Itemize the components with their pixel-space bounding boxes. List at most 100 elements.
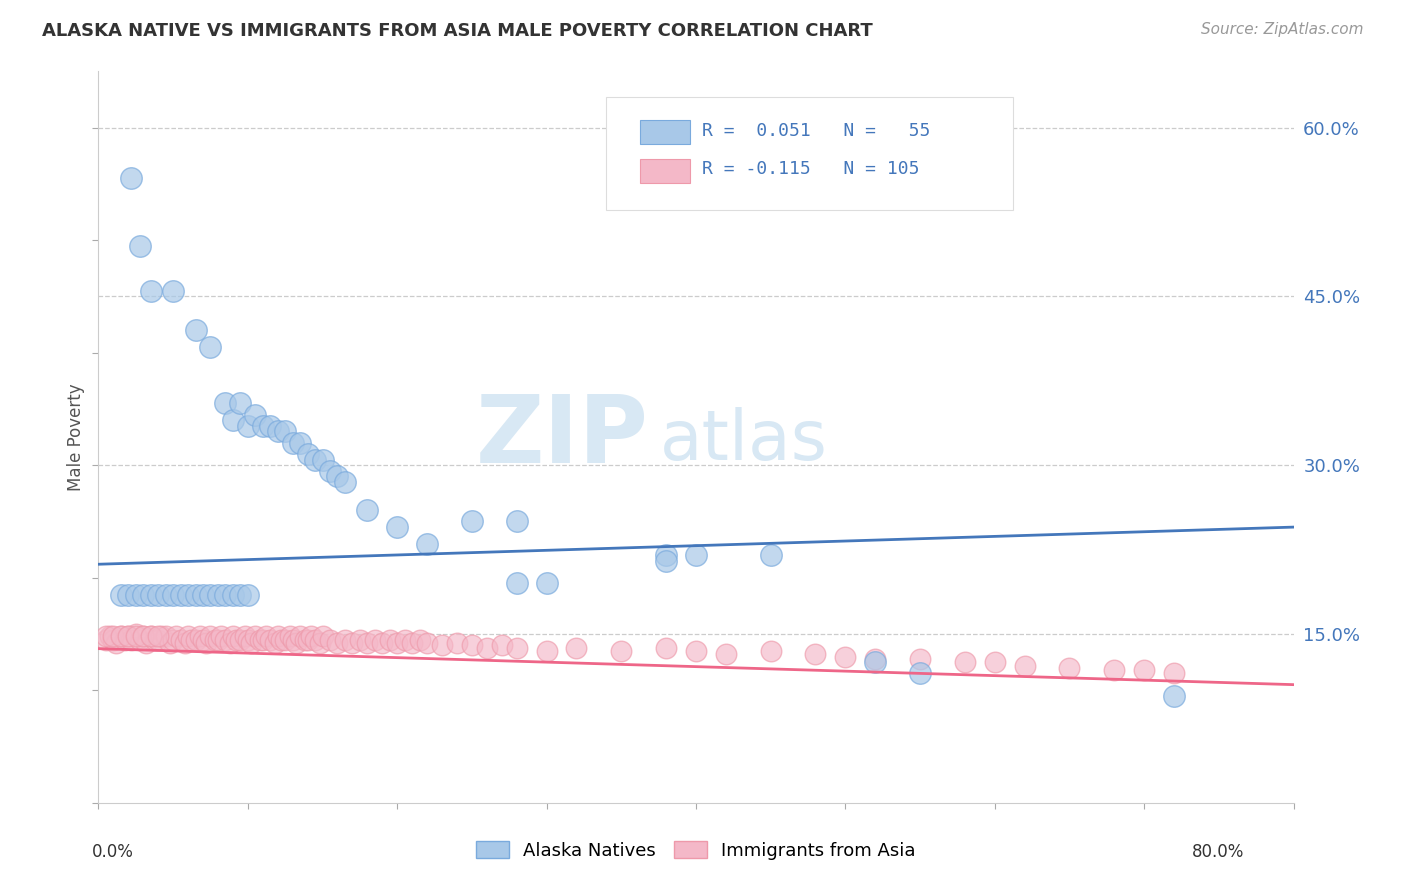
Point — [129, 632, 152, 647]
Point — [1163, 666, 1185, 681]
Point — [165, 629, 187, 643]
Point — [284, 636, 307, 650]
Point — [139, 284, 162, 298]
Point — [200, 629, 222, 643]
Point — [311, 452, 333, 467]
Point — [416, 636, 439, 650]
Point — [430, 638, 453, 652]
Point — [184, 632, 207, 647]
Text: Source: ZipAtlas.com: Source: ZipAtlas.com — [1201, 22, 1364, 37]
Point — [195, 636, 218, 650]
Point — [254, 629, 277, 643]
Point — [117, 629, 139, 643]
Point — [297, 632, 319, 647]
Point — [252, 632, 274, 647]
Point — [236, 418, 259, 433]
Point — [245, 629, 267, 643]
Point — [278, 629, 301, 643]
Point — [219, 636, 242, 650]
Point — [177, 629, 200, 643]
Point — [385, 636, 409, 650]
Point — [865, 652, 887, 666]
Point — [1104, 663, 1126, 677]
Point — [214, 588, 236, 602]
Point — [229, 588, 252, 602]
Point — [225, 632, 247, 647]
Point — [506, 640, 529, 655]
Point — [162, 632, 184, 647]
Point — [94, 632, 117, 647]
Point — [565, 640, 588, 655]
Point — [155, 588, 177, 602]
Point — [1133, 663, 1156, 677]
Point — [356, 636, 378, 650]
Point — [200, 588, 222, 602]
Point — [148, 588, 170, 602]
Point — [908, 666, 931, 681]
Point — [98, 629, 122, 643]
Point — [506, 515, 529, 529]
Text: atlas: atlas — [661, 408, 828, 475]
Point — [184, 588, 207, 602]
Point — [446, 636, 468, 650]
Point — [342, 636, 364, 650]
Point — [148, 629, 170, 643]
Point — [759, 644, 782, 658]
Point — [249, 632, 271, 647]
Point — [177, 588, 200, 602]
Point — [536, 576, 558, 591]
Point — [114, 632, 136, 647]
Point — [804, 647, 827, 661]
Point — [159, 636, 181, 650]
Point — [394, 632, 416, 647]
Point — [834, 649, 856, 664]
Point — [209, 629, 232, 643]
Point — [143, 632, 166, 647]
Point — [252, 418, 274, 433]
Point — [1014, 658, 1036, 673]
Point — [162, 284, 184, 298]
Point — [655, 554, 678, 568]
FancyBboxPatch shape — [640, 120, 690, 144]
Point — [378, 632, 401, 647]
Point — [110, 629, 132, 643]
Point — [120, 171, 142, 186]
Point — [304, 452, 326, 467]
Point — [120, 632, 142, 647]
Point — [385, 520, 409, 534]
Point — [984, 655, 1007, 669]
Text: ALASKA NATIVE VS IMMIGRANTS FROM ASIA MALE POVERTY CORRELATION CHART: ALASKA NATIVE VS IMMIGRANTS FROM ASIA MA… — [42, 22, 873, 40]
Point — [214, 396, 236, 410]
Point — [229, 396, 252, 410]
Point — [191, 632, 214, 647]
Point — [200, 340, 222, 354]
Point — [169, 588, 191, 602]
Point — [132, 588, 155, 602]
FancyBboxPatch shape — [606, 97, 1012, 211]
Point — [174, 636, 197, 650]
Point — [191, 588, 214, 602]
Legend: Alaska Natives, Immigrants from Asia: Alaska Natives, Immigrants from Asia — [470, 834, 922, 867]
Point — [685, 548, 707, 562]
Point — [245, 408, 267, 422]
Point — [139, 588, 162, 602]
Point — [319, 464, 342, 478]
Point — [1059, 661, 1081, 675]
Point — [267, 425, 290, 439]
Point — [139, 629, 162, 643]
Point — [125, 627, 148, 641]
Point — [117, 629, 139, 643]
Point — [110, 588, 132, 602]
Point — [103, 632, 125, 647]
Point — [908, 652, 931, 666]
Point — [222, 629, 245, 643]
Point — [259, 418, 281, 433]
Point — [132, 629, 155, 643]
Point — [229, 632, 252, 647]
Point — [333, 475, 356, 489]
Point — [281, 435, 304, 450]
Point — [655, 548, 678, 562]
Point — [308, 636, 330, 650]
Point — [184, 323, 207, 337]
Point — [125, 588, 148, 602]
